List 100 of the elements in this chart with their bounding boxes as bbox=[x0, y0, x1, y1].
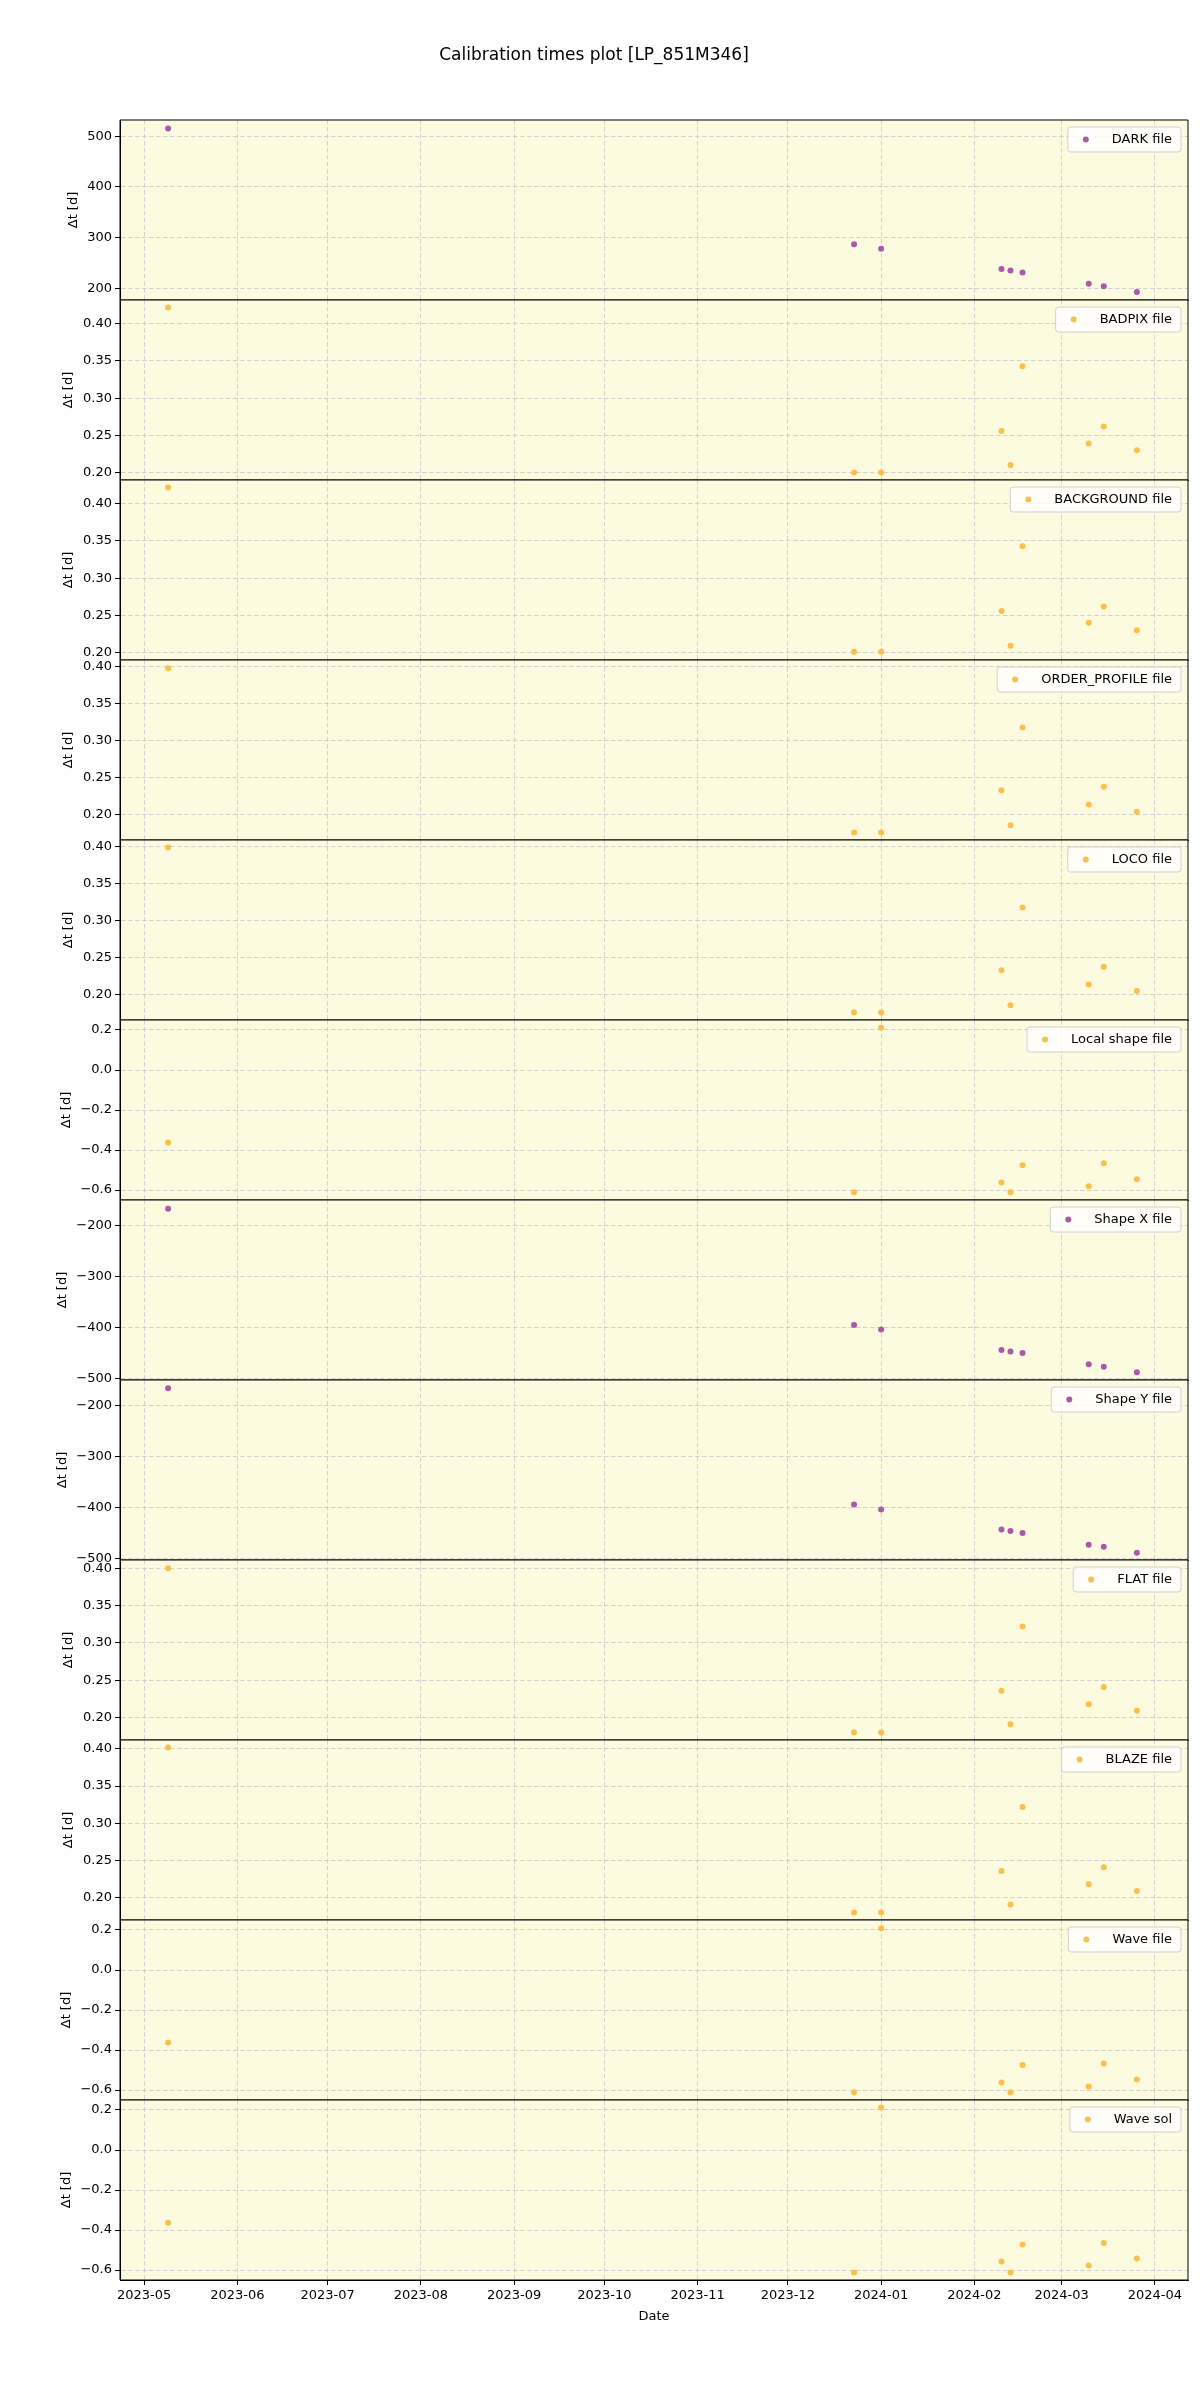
y-tick-label: 0.30 bbox=[83, 569, 112, 585]
y-axis-title: Δt [d] bbox=[57, 1991, 73, 2029]
point bbox=[1133, 1707, 1140, 1714]
point bbox=[998, 1346, 1005, 1353]
point bbox=[1100, 423, 1107, 430]
y-tick-label: −0.6 bbox=[80, 2261, 112, 2277]
y-tick-label: 0.35 bbox=[83, 352, 112, 368]
point bbox=[1007, 822, 1014, 829]
y-tick-label: 0.25 bbox=[83, 1671, 112, 1687]
point bbox=[165, 2219, 172, 2226]
y-tick-label: 0.40 bbox=[83, 1740, 112, 1756]
point bbox=[1100, 1864, 1107, 1871]
point bbox=[878, 2104, 885, 2111]
y-tick-label: −0.2 bbox=[80, 2001, 112, 2017]
point bbox=[998, 427, 1005, 434]
x-tick-label: 2023-05 bbox=[116, 2287, 172, 2303]
point bbox=[851, 469, 858, 476]
legend-label: Local shape file bbox=[1071, 1030, 1173, 1046]
y-tick-label: −300 bbox=[76, 1267, 112, 1283]
y-tick-label: 0.35 bbox=[83, 1596, 112, 1612]
point bbox=[1133, 1887, 1140, 1894]
legend-label: Wave sol bbox=[1113, 2110, 1173, 2126]
y-tick-label: −0.2 bbox=[80, 1101, 112, 1117]
point bbox=[1085, 1881, 1092, 1888]
y-tick-label: 0.40 bbox=[83, 315, 112, 331]
point bbox=[878, 1909, 885, 1916]
point bbox=[1133, 288, 1140, 295]
point bbox=[1019, 904, 1026, 911]
y-tick-label: −0.2 bbox=[80, 2181, 112, 2197]
point bbox=[851, 2089, 858, 2096]
y-tick-label: 0.20 bbox=[83, 806, 112, 822]
y-tick-label: 0.30 bbox=[83, 1814, 112, 1830]
y-axis-title: Δt [d] bbox=[53, 1451, 69, 1489]
y-tick-label: −0.6 bbox=[80, 2081, 112, 2097]
point bbox=[1133, 1369, 1140, 1376]
point bbox=[998, 2258, 1005, 2265]
point bbox=[165, 1139, 172, 1146]
point bbox=[851, 1501, 858, 1508]
point bbox=[165, 484, 172, 491]
y-axis-title: Δt [d] bbox=[57, 2171, 73, 2209]
point bbox=[1133, 988, 1140, 995]
y-tick-label: 0.2 bbox=[91, 1921, 112, 1937]
point bbox=[1007, 267, 1014, 274]
point bbox=[1085, 619, 1092, 626]
point bbox=[998, 1526, 1005, 1533]
point bbox=[1133, 1549, 1140, 1556]
y-axis-title: Δt [d] bbox=[60, 1631, 76, 1669]
y-tick-label: 0.25 bbox=[83, 426, 112, 442]
y-tick-label: 500 bbox=[87, 127, 112, 143]
y-tick-label: −400 bbox=[76, 1498, 112, 1514]
y-tick-label: 0.35 bbox=[83, 695, 112, 711]
point bbox=[1085, 1701, 1092, 1708]
point bbox=[1133, 808, 1140, 815]
y-tick-label: 0.0 bbox=[91, 2141, 112, 2157]
point bbox=[878, 1326, 885, 1333]
legend-label: LOCO file bbox=[1111, 850, 1173, 866]
y-tick-label: 0.0 bbox=[91, 1961, 112, 1977]
point bbox=[1133, 627, 1140, 634]
point bbox=[851, 1189, 858, 1196]
y-tick-label: 0.20 bbox=[83, 463, 112, 479]
legend-label: Shape X file bbox=[1094, 1210, 1173, 1226]
point bbox=[851, 1321, 858, 1328]
point bbox=[998, 607, 1005, 614]
y-tick-label: 0.30 bbox=[83, 389, 112, 405]
y-tick-label: 0.35 bbox=[83, 532, 112, 548]
chart-title: Calibration times plot [LP_851M346] bbox=[439, 43, 749, 65]
x-axis-title: Date bbox=[638, 2307, 670, 2323]
point bbox=[1133, 447, 1140, 454]
y-axis-title: Δt [d] bbox=[57, 1091, 73, 1129]
y-axis-title: Δt [d] bbox=[60, 551, 76, 589]
point bbox=[165, 304, 172, 311]
y-tick-label: 0.25 bbox=[83, 606, 112, 622]
point bbox=[1100, 963, 1107, 970]
y-tick-label: −0.4 bbox=[80, 1141, 112, 1157]
x-tick-label: 2023-09 bbox=[486, 2287, 542, 2303]
point bbox=[165, 1565, 172, 1572]
y-tick-label: −0.4 bbox=[80, 2041, 112, 2057]
y-tick-label: 0.0 bbox=[91, 1061, 112, 1077]
y-axis-title: Δt [d] bbox=[60, 371, 76, 409]
point bbox=[1007, 1721, 1014, 1728]
point bbox=[998, 2079, 1005, 2086]
point bbox=[1100, 1160, 1107, 1167]
legend-label: FLAT file bbox=[1117, 1570, 1173, 1586]
point bbox=[1100, 603, 1107, 610]
point bbox=[1019, 1623, 1026, 1630]
point bbox=[1007, 2089, 1014, 2096]
point bbox=[1007, 1189, 1014, 1196]
point bbox=[998, 1867, 1005, 1874]
point bbox=[851, 1909, 858, 1916]
point bbox=[851, 1009, 858, 1016]
point bbox=[878, 245, 885, 252]
x-tick-label: 2023-12 bbox=[760, 2287, 816, 2303]
point bbox=[1019, 2241, 1026, 2248]
x-tick-label: 2023-10 bbox=[577, 2287, 632, 2303]
point bbox=[1100, 2060, 1107, 2067]
point bbox=[1133, 2076, 1140, 2083]
point bbox=[998, 967, 1005, 974]
x-tick-label: 2024-04 bbox=[1127, 2287, 1183, 2303]
y-tick-label: 0.40 bbox=[83, 495, 112, 511]
point bbox=[165, 844, 172, 851]
